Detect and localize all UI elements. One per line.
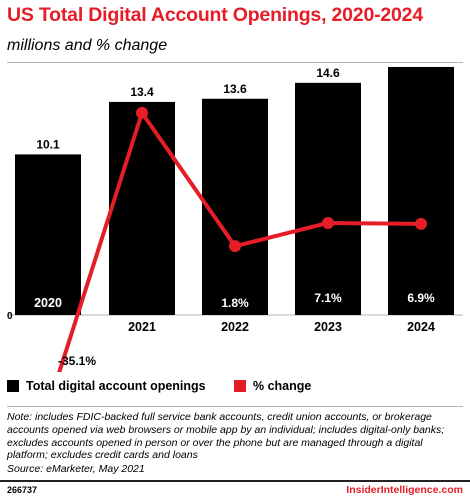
top-divider: [7, 62, 463, 63]
bar-2021: [109, 101, 175, 315]
bar-2022: [202, 98, 268, 315]
y-axis-zero-label: 0: [7, 311, 13, 322]
bar-value-label-2020: 10.1: [36, 137, 60, 151]
percent-change-label-2022: 1.8%: [221, 296, 249, 310]
legend-swatch-change: [234, 380, 246, 392]
percent-change-point-2024: [415, 217, 427, 230]
percent-change-point-2021: [136, 106, 148, 119]
chart-area: 10.1 13.4 13.6 14.6 15.6 0 2020 2021 2022 2023 202…: [7, 62, 463, 372]
percent-change-label-2021: 32.3%: [125, 202, 159, 216]
chart-id: 266737: [7, 485, 38, 495]
bottom-divider: [0, 480, 470, 482]
legend-label-change: % change: [253, 379, 312, 393]
percent-change-label-2020: -35.1%: [58, 354, 96, 368]
x-tick-label-2022: 2022: [221, 320, 249, 334]
legend-item-openings: Total digital account openings: [7, 379, 206, 393]
bar-2023: [295, 82, 361, 315]
bar-2020: [15, 154, 81, 315]
bar-value-label-2024: 15.6: [409, 62, 433, 64]
percent-change-label-2023: 7.1%: [314, 291, 342, 305]
bar-value-label-2023: 14.6: [316, 66, 340, 80]
chart-title: US Total Digital Account Openings, 2020-…: [7, 4, 423, 26]
percent-change-point-2023: [322, 216, 334, 229]
bar-value-label-2022: 13.6: [223, 82, 247, 96]
legend: Total digital account openings % change: [7, 379, 470, 397]
chart-subtitle: millions and % change: [7, 37, 168, 54]
x-tick-label-2021: 2021: [128, 320, 156, 334]
brand-logo-text: InsiderIntelligence.com: [346, 484, 463, 496]
source-line: Source: eMarketer, May 2021: [7, 463, 145, 475]
x-tick-label-2023: 2023: [314, 320, 342, 334]
bar-value-label-2021: 13.4: [130, 85, 154, 99]
bar-2024: [388, 66, 454, 316]
footnote: Note: includes FDIC-backed full service …: [7, 411, 445, 462]
percent-change-point-2022: [229, 240, 241, 253]
x-tick-label-2020: 2020: [34, 296, 62, 310]
legend-label-openings: Total digital account openings: [26, 379, 206, 393]
x-tick-label-2024: 2024: [407, 320, 435, 334]
legend-item-change: % change: [234, 379, 311, 393]
percent-change-label-2024: 6.9%: [407, 291, 435, 305]
legend-divider: [7, 406, 463, 407]
legend-swatch-openings: [7, 380, 19, 392]
